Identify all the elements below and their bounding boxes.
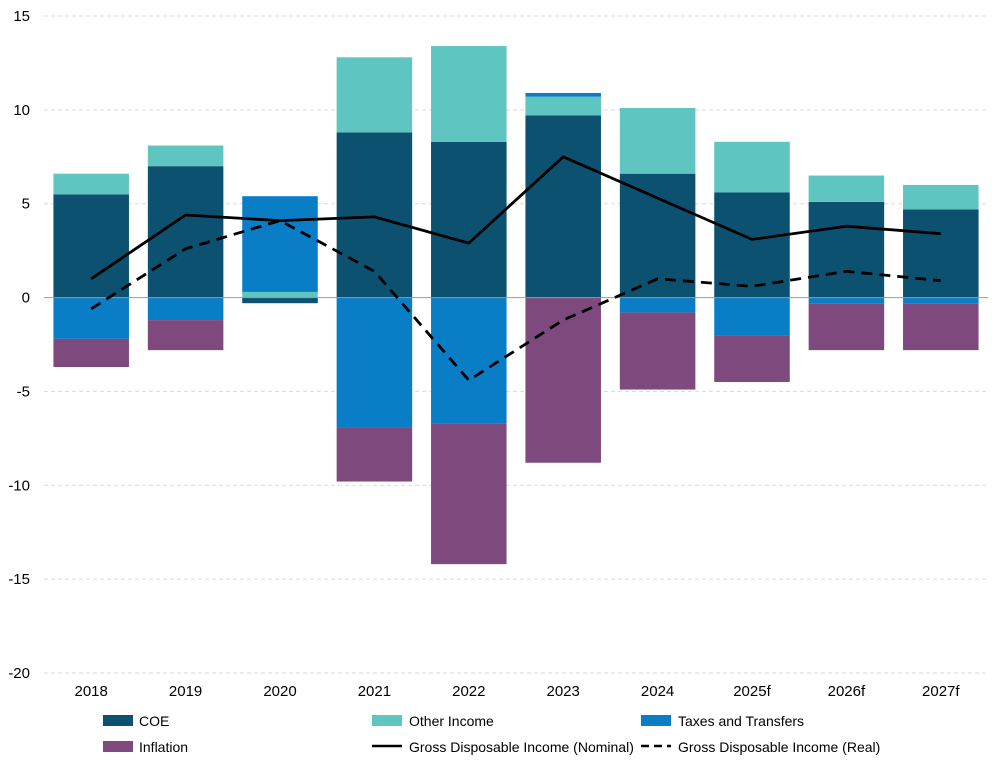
- y-axis-ticks: 15 10 5 0 -5 -10 -15 -20: [8, 8, 30, 682]
- x-tick-label-2018: 2018: [75, 683, 108, 700]
- legend-swatch-inflation: [103, 741, 133, 752]
- bar-other-income-2021: [336, 57, 413, 133]
- x-tick-label-2020: 2020: [263, 683, 296, 700]
- bar-coe-2024: [619, 173, 696, 298]
- x-tick-label-2024: 2024: [641, 683, 674, 700]
- legend-label-gdi-real: Gross Disposable Income (Real): [678, 739, 880, 755]
- bar-inflation-2021: [336, 427, 413, 482]
- line-gross-disposable-income-real: [90, 219, 941, 382]
- x-tick-label-2023: 2023: [547, 683, 580, 700]
- series-lines: [90, 155, 941, 382]
- x-tick-label-2021: 2021: [358, 683, 391, 700]
- bar-coe-2018: [53, 194, 129, 298]
- bar-other-income-2023: [525, 96, 601, 116]
- y-tick-label: 5: [22, 196, 30, 213]
- legend-label-inflation: Inflation: [139, 739, 188, 755]
- legend-swatch-taxes-transfers: [641, 715, 671, 726]
- bar-taxes-and-transfers-2023: [525, 92, 601, 97]
- legend-label-other-income: Other Income: [409, 713, 494, 729]
- legend-item-other-income: Other Income: [372, 713, 494, 729]
- x-axis-ticks: 2018 2019 2020 2021 2022 2023 2024 2025f 2026f 20…: [75, 683, 961, 700]
- bar-other-income-2024: [619, 107, 696, 174]
- legend-item-gdi-nominal: Gross Disposable Income (Nominal): [372, 739, 634, 755]
- x-tick-label-2026f: 2026f: [828, 683, 866, 700]
- line-gross-disposable-income-nominal: [90, 155, 941, 280]
- bar-coe-2025f: [714, 192, 790, 298]
- legend: COE Other Income Taxes and Transfers Inf…: [103, 713, 880, 755]
- bar-inflation-2019: [147, 320, 224, 351]
- bar-inflation-2024: [619, 312, 696, 390]
- bar-taxes-and-transfers-2024: [619, 297, 696, 313]
- bar-taxes-and-transfers-2022: [431, 297, 507, 424]
- legend-label-gdi-nominal: Gross Disposable Income (Nominal): [409, 739, 634, 755]
- bar-coe-2023: [525, 115, 601, 298]
- legend-item-coe: COE: [103, 713, 169, 729]
- bar-taxes-and-transfers-2026f: [808, 297, 885, 304]
- bar-inflation-2027f: [903, 303, 979, 351]
- y-tick-label: 0: [22, 290, 30, 307]
- bar-taxes-and-transfers-2021: [336, 297, 413, 428]
- bar-taxes-and-transfers-2019: [147, 297, 224, 321]
- bars: [53, 46, 979, 565]
- bar-other-income-2020: [242, 291, 318, 298]
- bar-other-income-2026f: [808, 175, 885, 202]
- bar-taxes-and-transfers-2018: [53, 297, 129, 339]
- legend-swatch-coe: [103, 715, 133, 726]
- legend-label-coe: COE: [139, 713, 169, 729]
- legend-item-gdi-real: Gross Disposable Income (Real): [641, 739, 880, 755]
- bar-inflation-2026f: [808, 303, 885, 351]
- bar-inflation-2022: [431, 423, 507, 565]
- y-tick-label: 10: [13, 102, 30, 119]
- bar-inflation-2023: [525, 297, 601, 463]
- bar-other-income-2019: [147, 145, 224, 167]
- bar-inflation-2018: [53, 338, 129, 368]
- bar-coe-2021: [336, 132, 413, 298]
- bar-coe-2020: [242, 297, 318, 304]
- x-tick-label-2025f: 2025f: [733, 683, 771, 700]
- x-tick-label-2019: 2019: [169, 683, 202, 700]
- bar-taxes-and-transfers-2027f: [903, 297, 979, 304]
- y-tick-label: -20: [8, 665, 30, 682]
- bar-coe-2026f: [808, 201, 885, 298]
- bar-other-income-2027f: [903, 184, 979, 210]
- bar-coe-2027f: [903, 209, 979, 298]
- legend-swatch-other-income: [372, 715, 402, 726]
- y-tick-label: -10: [8, 477, 30, 494]
- bar-other-income-2018: [53, 173, 129, 195]
- bar-taxes-and-transfers-2025f: [714, 297, 790, 336]
- y-tick-label: 15: [13, 8, 30, 25]
- legend-label-taxes-transfers: Taxes and Transfers: [678, 713, 804, 729]
- x-tick-label-2022: 2022: [452, 683, 485, 700]
- legend-item-taxes-transfers: Taxes and Transfers: [641, 713, 804, 729]
- y-tick-label: -5: [17, 383, 30, 400]
- bar-other-income-2025f: [714, 141, 790, 193]
- legend-item-inflation: Inflation: [103, 739, 188, 755]
- bar-other-income-2022: [431, 46, 507, 142]
- bar-inflation-2025f: [714, 335, 790, 383]
- x-tick-label-2027f: 2027f: [922, 683, 960, 700]
- y-tick-label: -15: [8, 571, 30, 588]
- bar-taxes-and-transfers-2020: [242, 196, 318, 292]
